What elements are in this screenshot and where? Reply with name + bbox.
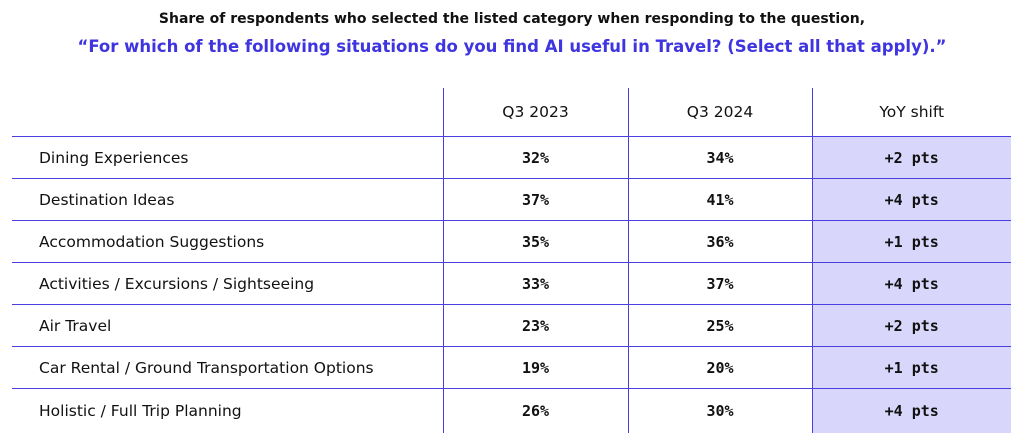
value-q3-2023: 23% <box>442 304 628 347</box>
value-q3-2024: 25% <box>627 304 812 347</box>
value-q3-2024: 41% <box>627 178 812 221</box>
value-q3-2023: 26% <box>442 388 628 433</box>
value-yoy-shift: +4 pts <box>811 388 1011 433</box>
row-category-label: Activities / Excursions / Sightseeing <box>12 262 443 305</box>
value-q3-2024: 37% <box>627 262 812 305</box>
table-row: Car Rental / Ground Transportation Optio… <box>12 346 1011 389</box>
value-q3-2023: 19% <box>442 346 628 389</box>
results-table-container: Q3 2023 Q3 2024 YoY shift Dining Experie… <box>12 88 1011 433</box>
table-row: Activities / Excursions / Sightseeing 33… <box>12 262 1011 305</box>
row-category-label: Accommodation Suggestions <box>12 220 443 263</box>
value-yoy-shift: +4 pts <box>811 262 1011 305</box>
survey-question: “For which of the following situations d… <box>77 37 947 56</box>
results-table: Q3 2023 Q3 2024 YoY shift Dining Experie… <box>12 88 1011 433</box>
value-q3-2024: 20% <box>627 346 812 389</box>
header-q3-2024: Q3 2024 <box>627 88 812 137</box>
value-q3-2024: 30% <box>627 388 812 433</box>
table-row: Accommodation Suggestions 35% 36% +1 pts <box>12 220 1011 263</box>
value-q3-2023: 37% <box>442 178 628 221</box>
value-q3-2024: 34% <box>627 136 812 179</box>
table-row: Dining Experiences 32% 34% +2 pts <box>12 136 1011 179</box>
value-yoy-shift: +1 pts <box>811 220 1011 263</box>
value-yoy-shift: +1 pts <box>811 346 1011 389</box>
table-row: Air Travel 23% 25% +2 pts <box>12 304 1011 347</box>
row-category-label: Holistic / Full Trip Planning <box>39 402 242 420</box>
value-q3-2023: 33% <box>442 262 628 305</box>
value-yoy-shift: +2 pts <box>811 136 1011 179</box>
table-row: Holistic / Full Trip Planning 26% 30% +4… <box>12 388 1011 433</box>
row-category-label: Air Travel <box>12 304 443 347</box>
value-q3-2024: 36% <box>627 220 812 263</box>
header-yoy-shift: YoY shift <box>811 88 1011 137</box>
row-category-label: Car Rental / Ground Transportation Optio… <box>12 346 443 389</box>
value-yoy-shift: +2 pts <box>811 304 1011 347</box>
value-yoy-shift: +4 pts <box>811 178 1011 221</box>
header-category <box>12 88 443 137</box>
chart-subtitle: Share of respondents who selected the li… <box>158 11 866 27</box>
row-category-label: Destination Ideas <box>12 178 443 221</box>
header-q3-2023: Q3 2023 <box>442 88 628 137</box>
value-q3-2023: 32% <box>442 136 628 179</box>
table-row: Destination Ideas 37% 41% +4 pts <box>12 178 1011 221</box>
table-header-row: Q3 2023 Q3 2024 YoY shift <box>12 88 1011 137</box>
value-q3-2023: 35% <box>442 220 628 263</box>
row-category-label: Dining Experiences <box>12 136 443 179</box>
